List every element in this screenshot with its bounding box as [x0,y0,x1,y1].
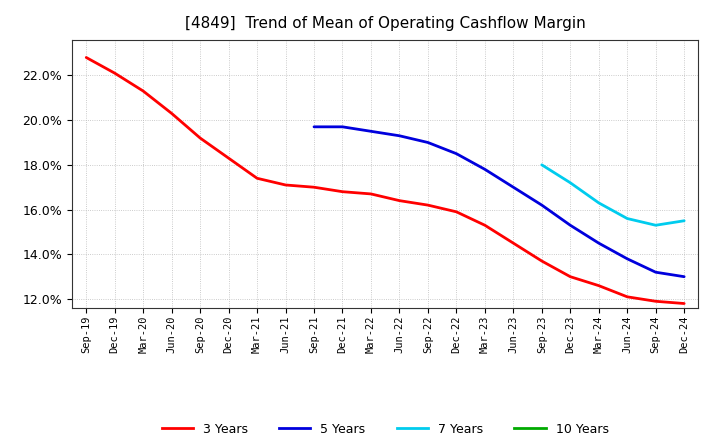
Legend: 3 Years, 5 Years, 7 Years, 10 Years: 3 Years, 5 Years, 7 Years, 10 Years [157,418,613,440]
Title: [4849]  Trend of Mean of Operating Cashflow Margin: [4849] Trend of Mean of Operating Cashfl… [185,16,585,32]
